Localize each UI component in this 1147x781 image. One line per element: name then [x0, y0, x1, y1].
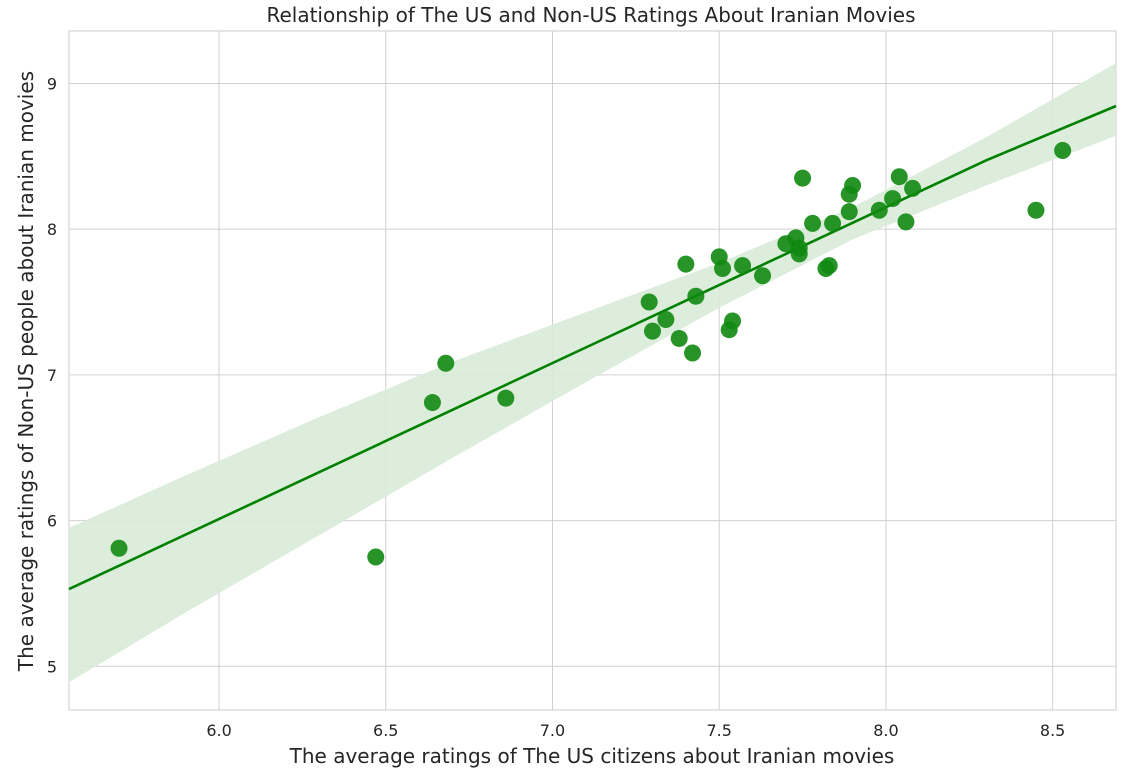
data-point	[884, 190, 902, 208]
y-tick-label: 7	[47, 366, 57, 385]
data-point	[724, 312, 742, 330]
regression-line	[68, 104, 1117, 591]
data-point	[734, 257, 752, 275]
y-axis-label: The average ratings of Non-US people abo…	[14, 71, 38, 672]
data-point	[677, 255, 695, 273]
data-point	[640, 293, 658, 311]
data-point	[824, 214, 842, 232]
data-point	[497, 389, 515, 407]
data-point	[714, 260, 732, 278]
data-point	[890, 168, 908, 186]
chart-title: Relationship of The US and Non-US Rating…	[266, 3, 915, 27]
data-point	[897, 213, 915, 231]
y-tick-label: 6	[47, 512, 57, 531]
y-tick-label: 5	[47, 657, 57, 676]
data-point	[870, 201, 888, 219]
x-tick-label: 6.5	[373, 721, 398, 740]
data-point	[687, 287, 705, 305]
data-point	[367, 548, 385, 566]
data-point	[844, 176, 862, 194]
data-point	[423, 394, 441, 412]
data-point	[684, 344, 702, 362]
data-point	[804, 214, 822, 232]
data-point	[840, 203, 858, 221]
x-tick-label: 8.5	[1040, 721, 1065, 740]
data-point	[657, 311, 675, 329]
y-tick-labels: 5 6 7 8 9	[47, 74, 57, 676]
x-axis-label: The average ratings of The US citizens a…	[289, 744, 895, 768]
x-tick-label: 8.0	[873, 721, 898, 740]
x-tick-label: 6.0	[206, 721, 231, 740]
x-tick-label: 7.0	[540, 721, 565, 740]
x-tick-label: 7.5	[706, 721, 731, 740]
data-point	[670, 329, 688, 347]
data-point	[820, 257, 838, 275]
y-tick-label: 8	[47, 220, 57, 239]
data-point	[1027, 201, 1045, 219]
data-point	[904, 179, 922, 197]
y-tick-label: 9	[47, 74, 57, 93]
data-point	[790, 245, 808, 263]
data-point	[110, 539, 128, 557]
data-point	[754, 267, 772, 285]
data-points	[110, 141, 1072, 566]
data-point	[644, 322, 662, 340]
data-point	[1054, 141, 1072, 159]
data-point	[437, 354, 455, 372]
x-tick-labels: 6.0 6.5 7.0 7.5 8.0 8.5	[206, 721, 1065, 740]
data-point	[794, 169, 812, 187]
